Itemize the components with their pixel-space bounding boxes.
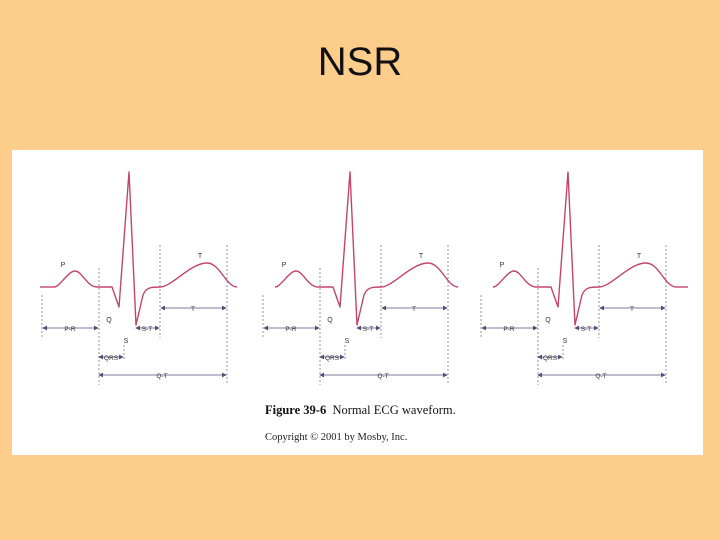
beat-1-s-label: S bbox=[124, 338, 129, 345]
beat-2-qt-label: Q-T bbox=[377, 373, 388, 380]
beat-1-t-interval-label: T bbox=[191, 306, 195, 313]
figure-number: Figure 39-6 bbox=[265, 403, 327, 417]
figure-panel: P Q S T P-R S-T T QRS Q-T P Q S T P-R S-T T QRS Q-T P Q S T P-… bbox=[12, 150, 703, 455]
beat-3-pr-label: P-R bbox=[503, 326, 515, 333]
beat-2-p-label: P bbox=[282, 262, 287, 269]
beat-1-t-label: T bbox=[198, 253, 203, 260]
beat-2-t-interval-label: T bbox=[412, 306, 416, 313]
beat-2-s-label: S bbox=[345, 338, 350, 345]
beat-1-qt-label: Q-T bbox=[156, 373, 167, 380]
beat-3-p-label: P bbox=[500, 262, 505, 269]
ecg-beat-3 bbox=[492, 171, 677, 326]
copyright-notice: Copyright © 2001 by Mosby, Inc. bbox=[265, 432, 408, 443]
figure-caption-text: Normal ECG waveform. bbox=[332, 403, 456, 417]
beat-1-pr-label: P-R bbox=[64, 326, 76, 333]
beat-1-st-label: S-T bbox=[142, 326, 153, 333]
beat-3-q-label: Q bbox=[545, 317, 551, 324]
beat-3-st-label: S-T bbox=[581, 326, 592, 333]
beat-2-qrs-label: QRS bbox=[325, 355, 340, 362]
slide-title: NSR bbox=[317, 40, 403, 84]
beat-2-q-label: Q bbox=[327, 317, 333, 324]
beat-3-qrs-label: QRS bbox=[543, 355, 558, 362]
beat-2-st-label: S-T bbox=[363, 326, 374, 333]
beat-2-t-label: T bbox=[419, 253, 424, 260]
figure-caption: Figure 39-6 Normal ECG waveform. bbox=[265, 403, 456, 418]
beat-2-pr-label: P-R bbox=[285, 326, 297, 333]
ecg-beat-1 bbox=[53, 171, 238, 326]
beat-3-t-interval-label: T bbox=[630, 306, 634, 313]
beat-3-s-label: S bbox=[563, 338, 568, 345]
beat-3-t-label: T bbox=[637, 253, 642, 260]
beat-1-qrs-label: QRS bbox=[104, 355, 119, 362]
beat-1-p-label: P bbox=[61, 262, 66, 269]
beat-3-qt-label: Q-T bbox=[595, 373, 606, 380]
beat-1-q-label: Q bbox=[106, 317, 112, 324]
ecg-beat-2 bbox=[274, 171, 459, 326]
ecg-diagram: P Q S T P-R S-T T QRS Q-T P Q S T P-R S-T T QRS Q-T P Q S T P-… bbox=[40, 171, 688, 385]
